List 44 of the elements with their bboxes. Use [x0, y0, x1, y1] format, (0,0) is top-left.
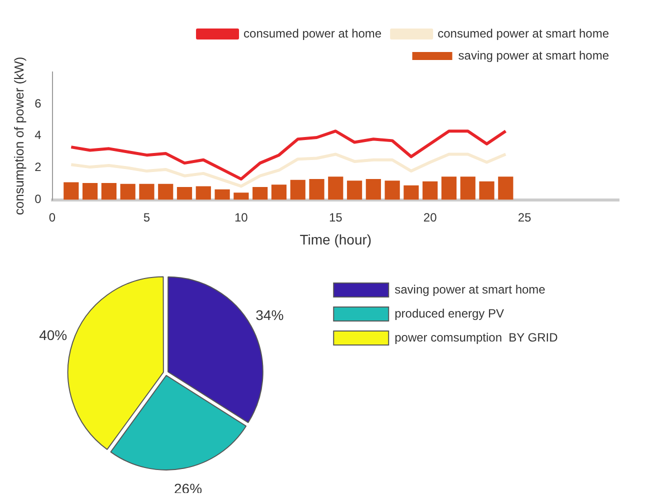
bar [479, 181, 494, 200]
data-label: 34% [256, 306, 284, 323]
bar [271, 184, 287, 200]
bar [139, 184, 154, 200]
y-tick-label: 6 [34, 96, 42, 110]
bar [196, 186, 211, 200]
legend-label: consumed power at home [244, 26, 382, 40]
x-axis-title: Time (hour) [300, 231, 372, 248]
x-tick-label: 15 [328, 210, 343, 224]
bar [176, 187, 192, 200]
legend-label: consumed power at smart home [438, 26, 610, 40]
bar [234, 192, 249, 200]
bar [158, 184, 174, 200]
bar [422, 181, 438, 200]
data-label: 40% [39, 327, 68, 344]
bar [214, 189, 230, 200]
bar [290, 180, 306, 200]
bar [498, 176, 514, 200]
bar [366, 179, 381, 200]
x-tick-label: 10 [234, 210, 248, 224]
bar [101, 183, 117, 200]
bar [346, 180, 362, 200]
bar [460, 176, 476, 200]
bar [328, 176, 344, 200]
bar [384, 180, 400, 200]
x-tick-label: 0 [48, 210, 56, 224]
x-tick-label: 5 [143, 210, 150, 224]
legend-label: saving power at smart home [458, 48, 610, 62]
y-tick-label: 2 [34, 160, 42, 174]
bar [252, 187, 268, 200]
bar [441, 176, 457, 200]
bar [82, 183, 98, 200]
y-tick-label: 4 [34, 128, 42, 142]
legend-label: produced energy PV [394, 306, 504, 320]
legend-label: saving power at smart home [394, 282, 546, 296]
y-tick-label: 0 [34, 192, 42, 206]
x-tick-label: 25 [518, 210, 532, 224]
bar [120, 184, 136, 200]
x-tick-label: 20 [423, 210, 438, 224]
bar [309, 179, 324, 200]
bar [64, 182, 79, 200]
bar [404, 185, 419, 200]
y-axis-title: consumption of power (kW) [11, 56, 26, 216]
legend-label: power comsumption BY GRID [394, 330, 558, 344]
